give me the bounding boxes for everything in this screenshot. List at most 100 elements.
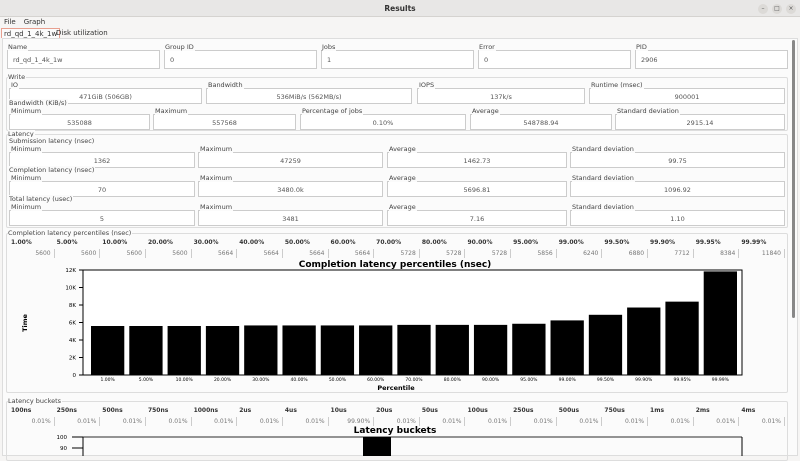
bar <box>473 324 508 375</box>
bandwidth-1-field: 557568 <box>153 114 296 130</box>
latency-2-1-field: 3481 <box>198 210 383 226</box>
bar <box>627 307 661 375</box>
latency-2-2-label: Average <box>389 203 417 211</box>
bandwidth-1-label: Maximum <box>155 107 189 115</box>
bar <box>129 326 163 375</box>
buckets-value: 0.01% <box>465 417 512 426</box>
job-jobs-field: 1 <box>321 50 474 69</box>
latency-0-0-label: Minimum <box>11 145 43 153</box>
percentiles-header: 99.90% <box>650 239 676 246</box>
menu-graph[interactable]: Graph <box>23 18 46 26</box>
buckets-value: 0.01% <box>192 417 238 426</box>
percentiles-header: 95.00% <box>513 239 539 246</box>
job-label: Name <box>8 43 29 51</box>
percentiles-header: 20.00% <box>147 239 173 246</box>
percentiles-header: 10.00% <box>102 239 128 246</box>
minimize-button[interactable]: – <box>758 4 768 14</box>
bandwidth-3-label: Average <box>472 107 500 115</box>
bandwidth-2-label: Percentage of jobs <box>302 107 364 115</box>
buckets-value: 0.01% <box>602 417 649 426</box>
scrollbar[interactable] <box>792 40 795 318</box>
bar <box>205 326 240 375</box>
buckets-header: 100ns <box>11 407 32 414</box>
x-tick-label: 40.00% <box>291 377 309 383</box>
percentiles-value: 5664 <box>329 249 375 258</box>
y-tick-label: 8K <box>69 303 76 309</box>
latency-2-0-field: 5 <box>9 210 195 226</box>
x-tick-label: 90.00% <box>482 377 500 383</box>
percentiles-header: 50.00% <box>284 239 310 246</box>
latency-1-2-label: Average <box>389 174 417 182</box>
bar <box>363 437 391 456</box>
x-tick-label: 99.99% <box>712 377 730 383</box>
x-tick-label: 1.00% <box>100 377 115 383</box>
buckets-value: 0.01% <box>55 417 101 426</box>
latency-0-1-label: Maximum <box>200 145 234 153</box>
buckets-value: 99.90% <box>329 417 375 426</box>
write-0-label: IO <box>11 81 20 89</box>
latency-1-3-label: Standard deviation <box>572 174 635 182</box>
tab-job[interactable]: rd_qd_1_4k_1w <box>1 28 61 38</box>
percentiles-value: 6880 <box>602 249 649 258</box>
bandwidth-2-field: 0.10% <box>300 114 466 130</box>
maximize-button[interactable]: □ <box>772 4 782 14</box>
bar <box>397 324 431 375</box>
x-tick-label: 99.50% <box>597 377 615 383</box>
percentiles-value: 11840 <box>739 249 785 258</box>
buckets-header: 4us <box>284 407 297 414</box>
write-1-field: 536MiB/s (562MB/s) <box>206 88 412 104</box>
latency-1-3-field: 1096.92 <box>570 181 785 197</box>
write-3-field: 900001 <box>589 88 785 104</box>
latency-0-2-label: Average <box>389 145 417 153</box>
y-tick-label: 100 <box>57 435 68 441</box>
buckets-value: 0.01% <box>374 417 420 426</box>
x-tick-label: 70.00% <box>405 377 423 383</box>
bandwidth-4-label: Standard deviation <box>617 107 680 115</box>
bar <box>435 324 469 375</box>
buckets-header: 4ms <box>741 407 756 414</box>
percentiles-header: 99.99% <box>741 239 767 246</box>
close-button[interactable]: × <box>786 4 796 14</box>
latency-2-3-label: Standard deviation <box>572 203 635 211</box>
latency-subgroup-title: Total latency (usec) <box>9 195 74 203</box>
percentiles-header: 99.95% <box>695 239 721 246</box>
buckets-chart: Latency buckets 100 90 <box>57 426 743 456</box>
latency-group <box>6 134 788 228</box>
menu-file[interactable]: File <box>4 18 16 26</box>
percentiles-header: 99.50% <box>604 239 630 246</box>
latency-1-1-label: Maximum <box>200 174 234 182</box>
job-label: Jobs <box>322 43 337 51</box>
percentiles-value: 5664 <box>237 249 283 258</box>
job-pid-field: 2906 <box>635 50 788 69</box>
tab-disk-utilization[interactable]: Disk utilization <box>56 29 108 37</box>
y-tick-label: 4K <box>69 338 76 344</box>
buckets-header: 750us <box>604 407 625 414</box>
y-tick-label: 12K <box>65 268 76 274</box>
percentiles-value: 5600 <box>55 249 101 258</box>
bandwidth-0-field: 535088 <box>9 114 150 130</box>
bandwidth-0-label: Minimum <box>11 107 43 115</box>
job-name-field: rd_qd_1_4k_1w <box>7 50 160 69</box>
chart-title: Latency buckets <box>354 426 437 436</box>
percentiles-value: 6240 <box>557 249 603 258</box>
buckets-header: 500ns <box>102 407 123 414</box>
percentiles-chart: Completion latency percentiles (nsec) 0 2K… <box>21 260 743 392</box>
y-tick-label: 90 <box>60 446 67 452</box>
job-label: Error <box>479 43 496 51</box>
y-axis-label: Time <box>21 313 29 331</box>
write-1-label: Bandwidth <box>208 81 244 89</box>
bar <box>91 326 125 375</box>
percentiles-header: 30.00% <box>193 239 219 246</box>
buckets-value: 0.01% <box>100 417 146 426</box>
window-title: Results <box>384 4 416 13</box>
bar <box>359 325 393 375</box>
percentiles-value: 5728 <box>465 249 512 258</box>
buckets-header: 250ns <box>56 407 78 414</box>
latency-0-2-field: 1462.73 <box>387 152 567 168</box>
write-title: Write <box>8 73 27 81</box>
buckets-title: Latency buckets <box>8 397 63 405</box>
write-group <box>6 77 788 131</box>
percentiles-group <box>6 233 788 393</box>
buckets-value: 0.01% <box>420 417 466 426</box>
bar <box>550 320 584 375</box>
